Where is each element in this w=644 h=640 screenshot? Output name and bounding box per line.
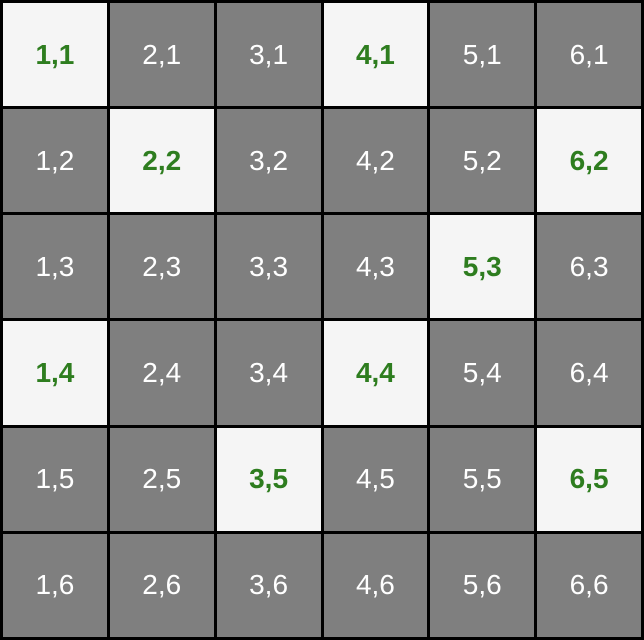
board-cell-4-5[interactable]: 4,5 [323,427,428,531]
board-cell-6-5[interactable]: 6,5 [537,427,641,531]
board-cell-6-1[interactable]: 6,1 [537,3,641,107]
board-cell-4-4[interactable]: 4,4 [323,321,428,425]
board-cell-4-3[interactable]: 4,3 [323,215,428,319]
board-cell-4-1[interactable]: 4,1 [323,3,428,107]
board-cell-2-5[interactable]: 2,5 [109,427,214,531]
board-cell-5-6[interactable]: 5,6 [430,533,535,637]
board-cell-1-6[interactable]: 1,6 [3,533,107,637]
board-cell-5-1[interactable]: 5,1 [430,3,535,107]
board-cell-6-2[interactable]: 6,2 [537,109,641,213]
board-cell-1-4[interactable]: 1,4 [3,321,107,425]
board-cell-6-4[interactable]: 6,4 [537,321,641,425]
board-cell-5-4[interactable]: 5,4 [430,321,535,425]
board-cell-2-6[interactable]: 2,6 [109,533,214,637]
board-cell-5-3[interactable]: 5,3 [430,215,535,319]
board-cell-1-2[interactable]: 1,2 [3,109,107,213]
board-cell-3-6[interactable]: 3,6 [216,533,321,637]
board-cell-5-5[interactable]: 5,5 [430,427,535,531]
board-cell-3-5[interactable]: 3,5 [216,427,321,531]
board-cell-2-3[interactable]: 2,3 [109,215,214,319]
board-cell-6-6[interactable]: 6,6 [537,533,641,637]
board-cell-5-2[interactable]: 5,2 [430,109,535,213]
board-cell-2-4[interactable]: 2,4 [109,321,214,425]
board-cell-2-2[interactable]: 2,2 [109,109,214,213]
board-cell-3-3[interactable]: 3,3 [216,215,321,319]
board-cell-1-5[interactable]: 1,5 [3,427,107,531]
board-cell-2-1[interactable]: 2,1 [109,3,214,107]
board-cell-4-6[interactable]: 4,6 [323,533,428,637]
board-cell-3-4[interactable]: 3,4 [216,321,321,425]
board-cell-3-2[interactable]: 3,2 [216,109,321,213]
board-cell-6-3[interactable]: 6,3 [537,215,641,319]
board-cell-1-3[interactable]: 1,3 [3,215,107,319]
board-cell-3-1[interactable]: 3,1 [216,3,321,107]
board-cell-4-2[interactable]: 4,2 [323,109,428,213]
board-cell-1-1[interactable]: 1,1 [3,3,107,107]
